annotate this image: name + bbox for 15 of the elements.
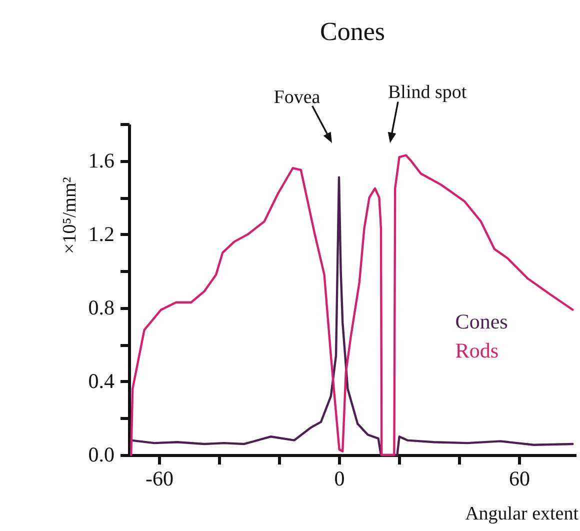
y-tick-label: 1.6 — [88, 148, 114, 172]
y-tick-label: 0.8 — [88, 295, 114, 320]
chart-title: Cones — [320, 17, 385, 46]
text: Blind spot — [388, 82, 468, 103]
text: Cones — [455, 310, 508, 334]
text: Fovea — [274, 87, 321, 108]
y-tick-label: 0.4 — [88, 368, 115, 393]
y-tick-label: 1.2 — [88, 222, 114, 246]
x-tick-label: 60 — [509, 466, 530, 490]
x-tick-label: -60 — [146, 466, 174, 490]
text: Rods — [455, 338, 498, 363]
x-tick-label: 0 — [334, 466, 345, 490]
y-tick-label: 0.0 — [88, 442, 114, 466]
y-axis-title: ×10⁵/mm² — [60, 176, 80, 254]
x-axis-title: Angular extent — [465, 504, 580, 524]
